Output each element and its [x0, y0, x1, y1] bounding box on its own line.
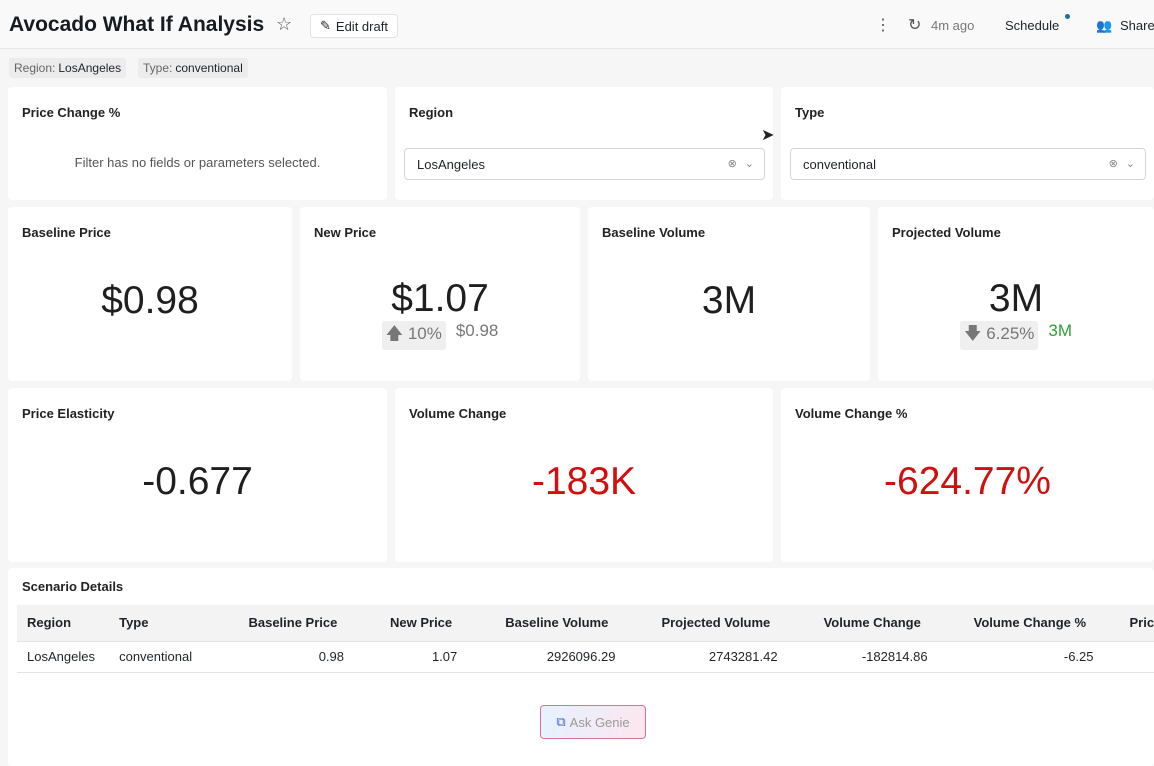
kpi-price-elasticity: Price Elasticity -0.677 — [8, 388, 387, 562]
kpi-volume-change-pct: Volume Change % -624.77% — [781, 388, 1154, 562]
chevron-down-icon[interactable]: ⌄ — [1125, 158, 1135, 170]
kpi-volume-change: Volume Change -183K — [395, 388, 773, 562]
clear-icon[interactable]: ⊗ — [1108, 158, 1118, 170]
kpi-projected-volume: Projected Volume 3M 🡇 6.25% 3M — [878, 207, 1154, 381]
region-filter-card: Region LosAngeles ⊗ ⌄ — [395, 87, 773, 200]
cell: LosAngeles — [17, 641, 110, 673]
clear-icon[interactable]: ⊗ — [727, 158, 737, 170]
type-filter-card: Type conventional ⊗ ⌄ — [781, 87, 1154, 200]
kpi-value: 3M — [988, 277, 1044, 320]
kpi-baseline-price: Baseline Price $0.98 — [8, 207, 292, 381]
page-title: Avocado What If Analysis — [9, 13, 265, 36]
col-header[interactable]: Volume Change % — [937, 605, 1104, 642]
compare-value: 3M — [1048, 321, 1073, 340]
edit-draft-button[interactable]: ✎ Edit draft — [310, 14, 398, 38]
col-header[interactable]: Baseline Volume — [467, 605, 626, 642]
schedule-button[interactable]: Schedule — [1005, 18, 1060, 33]
delta-badge: 🡇 6.25% — [959, 321, 1039, 350]
star-icon[interactable]: ☆ — [276, 14, 293, 34]
mouse-cursor-icon: ➤ — [761, 127, 775, 144]
notification-dot — [1065, 14, 1070, 19]
col-header[interactable]: Volume Change — [787, 605, 938, 642]
cell: -182814.86 — [787, 641, 938, 673]
col-header[interactable]: Baseline Price — [206, 605, 354, 642]
refresh-icon[interactable]: ↻ — [908, 17, 922, 34]
kebab-menu-icon[interactable]: ⋮ — [875, 17, 891, 34]
share-button[interactable]: Share — [1120, 18, 1154, 33]
dashboard-header — [0, 0, 1154, 49]
kpi-value: -0.677 — [142, 460, 253, 503]
kpi-value: $0.98 — [101, 279, 199, 322]
kpi-value: -183K — [531, 460, 637, 503]
col-header[interactable]: Pric — [1103, 605, 1154, 642]
table-row: LosAngeles conventional 0.98 1.07 292609… — [17, 641, 1154, 673]
chevron-down-icon[interactable]: ⌄ — [744, 158, 754, 170]
col-header[interactable]: New Price — [354, 605, 468, 642]
kpi-value: -624.77% — [884, 460, 1051, 503]
col-header[interactable]: Region — [17, 605, 110, 642]
delta-badge: 🡅 10% — [381, 321, 446, 350]
filter-chip-region[interactable]: Region: LosAngeles — [9, 58, 127, 78]
arrow-down-icon: 🡇 — [963, 324, 982, 343]
cell: 2926096.29 — [467, 641, 626, 673]
pencil-icon: ✎ — [320, 18, 331, 33]
refresh-status: 4m ago — [931, 18, 975, 33]
cell: conventional — [109, 641, 207, 673]
cell: 1.07 — [354, 641, 468, 673]
cell: -6.25 — [937, 641, 1104, 673]
kpi-value: $1.07 — [391, 277, 489, 320]
kpi-new-price: New Price $1.07 🡅 10% $0.98 — [300, 207, 580, 381]
col-header[interactable]: Type — [109, 605, 207, 642]
arrow-up-icon: 🡅 — [385, 324, 404, 343]
share-icon[interactable]: 👥 — [1096, 18, 1113, 33]
region-select[interactable]: LosAngeles ⊗ ⌄ — [404, 148, 765, 180]
price-change-filter-card: Price Change % Filter has no fields or p… — [8, 87, 387, 200]
kpi-baseline-volume: Baseline Volume 3M — [588, 207, 870, 381]
cell — [1103, 641, 1154, 673]
scenario-table: Region Type Baseline Price New Price Bas… — [17, 605, 1154, 673]
genie-icon: ⧉ — [556, 714, 566, 729]
col-header[interactable]: Projected Volume — [625, 605, 788, 642]
empty-filter-message: Filter has no fields or parameters selec… — [74, 155, 321, 170]
cell: 0.98 — [206, 641, 354, 673]
type-select[interactable]: conventional ⊗ ⌄ — [790, 148, 1146, 180]
cell: 2743281.42 — [625, 641, 788, 673]
ask-genie-button[interactable]: ⧉ Ask Genie — [540, 705, 646, 739]
kpi-value: 3M — [701, 279, 757, 322]
compare-value: $0.98 — [455, 321, 499, 340]
filter-chip-type[interactable]: Type: conventional — [138, 58, 248, 78]
